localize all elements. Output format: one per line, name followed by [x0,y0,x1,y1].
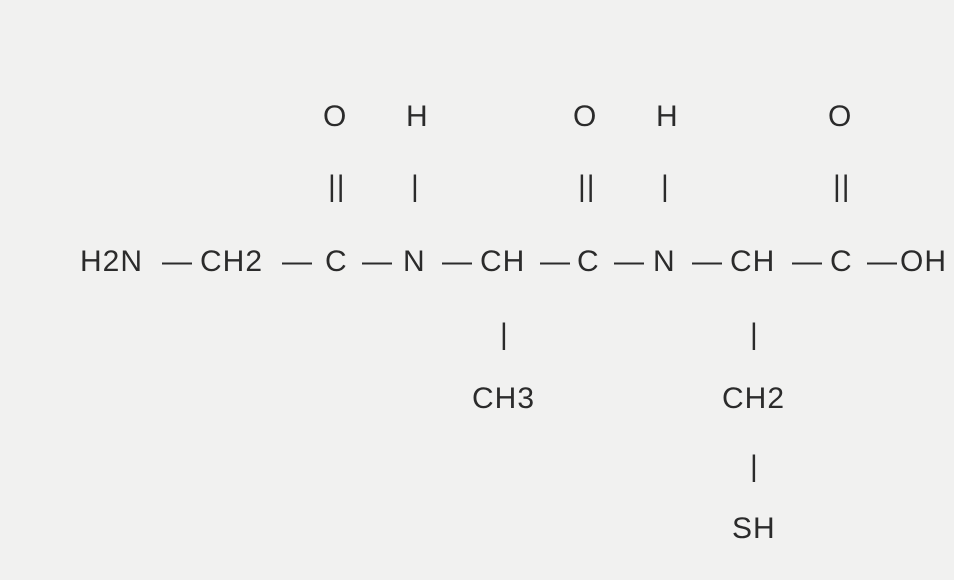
group-SH: SH [732,512,776,546]
bond-h-9: — [867,245,898,279]
bond-h-8: — [792,245,823,279]
chemical-structure-canvas: O H O H O || | || | || H2N — CH2 — C — N… [0,0,954,580]
atom-O-3: O [828,100,852,134]
bond-h-6: — [614,245,645,279]
group-CH-2: CH [730,245,775,279]
group-CH3: CH3 [472,382,535,416]
bond-h-4: — [442,245,473,279]
group-CH2-1: CH2 [200,245,263,279]
bond-single-v-1: | [411,170,420,204]
group-H2N: H2N [80,245,143,279]
bond-h-7: — [692,245,723,279]
bond-h-2: — [282,245,313,279]
atom-O-2: O [573,100,597,134]
atom-N-1: N [403,245,426,279]
atom-N-2: N [653,245,676,279]
atom-C-3: C [830,245,853,279]
bond-h-1: — [162,245,193,279]
group-OH: OH [900,245,947,279]
atom-C-2: C [577,245,600,279]
bond-h-5: — [540,245,571,279]
atom-C-1: C [325,245,348,279]
bond-single-v-2: | [661,170,670,204]
bond-double-1: || [328,170,346,204]
bond-double-3: || [833,170,851,204]
group-CH-1: CH [480,245,525,279]
bond-h-3: — [362,245,393,279]
bond-double-2: || [578,170,596,204]
atom-O-1: O [323,100,347,134]
atom-H-1: H [406,100,429,134]
group-CH2-2: CH2 [722,382,785,416]
bond-single-v-5: | [750,450,759,484]
bond-single-v-3: | [500,318,509,352]
bond-single-v-4: | [750,318,759,352]
atom-H-2: H [656,100,679,134]
